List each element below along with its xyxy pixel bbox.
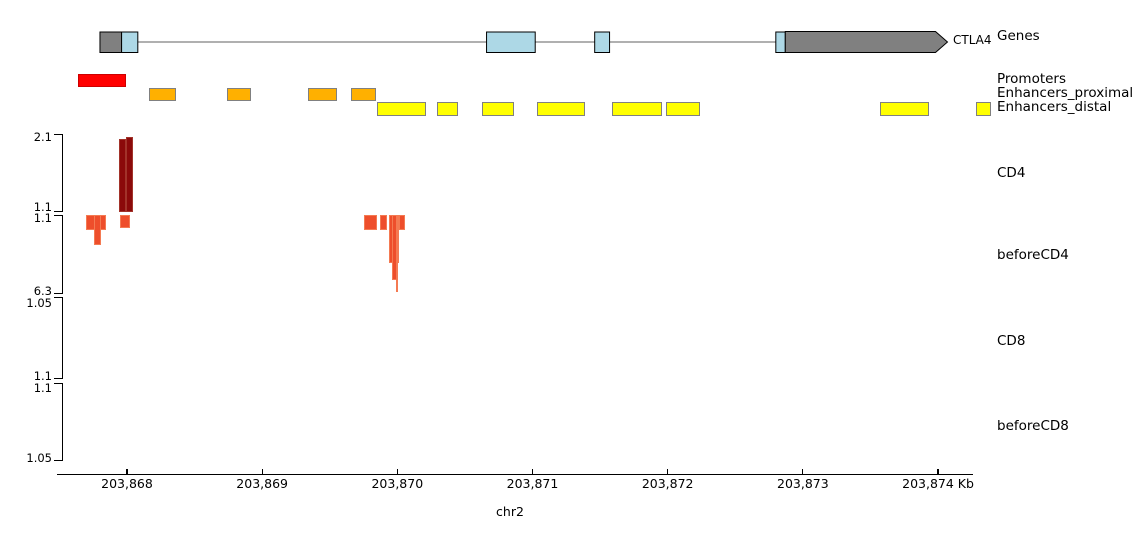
beforecd4-y-axis-line	[62, 214, 64, 294]
x-axis-tick	[531, 469, 534, 474]
cd4-y-axis-bottom-tick	[54, 211, 63, 213]
beforecd8-ymin-label: 1.05	[26, 451, 52, 465]
x-axis-tick	[396, 469, 398, 474]
beforecd4-signal-bar	[119, 214, 130, 229]
cd4-ymin-label: 1.1	[33, 200, 52, 214]
gene-exon-utr	[594, 31, 611, 53]
enhancers_proximal-interval	[227, 88, 252, 101]
x-axis-tick-label: 203,870	[371, 476, 424, 491]
beforecd4-y-axis-top-tick	[54, 214, 63, 216]
track-label-cd4: CD4	[997, 165, 1026, 181]
enhancers_proximal-interval	[308, 88, 337, 101]
genes-track	[99, 31, 949, 53]
cd4-y-axis-line	[62, 134, 64, 212]
beforecd4-signal-bar	[380, 214, 387, 230]
beforecd8-ymax-label: 1.1	[33, 381, 52, 395]
gene-exon-cds	[99, 31, 123, 53]
beforecd4-ymin-label: 1.1	[33, 211, 52, 225]
x-axis-tick-label: 203,874 Kb	[902, 476, 974, 491]
cd4-signal-bar	[119, 139, 127, 212]
beforecd4-signal-bar	[93, 214, 102, 246]
x-axis-tick	[802, 469, 804, 474]
cd8-ymax-label: 1.1	[33, 369, 52, 383]
enhancers_distal-interval	[612, 102, 663, 116]
track-label-promoters: Promoters	[997, 71, 1067, 87]
gene-exon-utr	[775, 31, 786, 53]
x-axis-tick-label: 203,868	[101, 476, 153, 491]
track-label-enhancers-proximal: Enhancers_proximal	[997, 85, 1133, 101]
gene-exon-arrow	[784, 31, 949, 53]
track-label-genes: Genes	[997, 28, 1040, 44]
x-axis-tick-label: 203,869	[236, 476, 289, 491]
beforecd4-signal-bar	[395, 214, 398, 293]
x-axis-title: chr2	[496, 504, 524, 519]
beforecd4-ymax-label: 6.3	[33, 284, 52, 298]
enhancers_distal-interval	[436, 102, 459, 116]
beforecd4-signal-bar	[398, 214, 405, 230]
x-axis-tick-label: 203,873	[776, 476, 829, 491]
enhancers_proximal-interval	[351, 88, 376, 101]
promoters-interval	[78, 74, 126, 87]
enhancers_distal-interval	[377, 102, 426, 116]
beforecd4-signal-bar	[363, 214, 378, 230]
x-axis-tick	[937, 469, 939, 474]
cd4-y-axis-top-tick	[54, 134, 63, 136]
cd8-y-axis-bottom-tick	[54, 378, 63, 380]
track-label-cd8: CD8	[997, 333, 1026, 349]
cd8-ymin-label: 1.05	[26, 296, 52, 310]
cd8-y-axis-top-tick	[54, 297, 63, 299]
enhancers_distal-interval	[666, 102, 701, 116]
track-label-beforecd8: beforeCD8	[997, 418, 1069, 434]
enhancers_distal-interval	[536, 102, 586, 116]
beforecd8-y-axis-line	[62, 383, 64, 461]
gene-name-label: CTLA4	[953, 33, 992, 47]
beforecd8-y-axis-bottom-tick	[54, 460, 63, 462]
beforecd4-y-axis-bottom-tick	[54, 293, 63, 295]
cd8-y-axis-line	[62, 297, 64, 379]
beforecd8-y-axis-top-tick	[54, 383, 63, 385]
gene-exon-utr	[121, 31, 139, 53]
enhancers_distal-interval	[975, 102, 991, 116]
enhancers_distal-interval	[482, 102, 514, 116]
gene-exon-utr	[486, 31, 536, 53]
enhancers_proximal-interval	[148, 88, 176, 101]
x-axis-tick-label: 203,871	[506, 476, 559, 491]
x-axis-tick	[261, 469, 263, 474]
x-axis-tick-label: 203,872	[641, 476, 694, 491]
x-axis-tick	[667, 469, 669, 474]
x-axis-line	[57, 474, 973, 476]
cd4-signal-bar	[126, 137, 134, 212]
enhancers_distal-interval	[879, 102, 929, 116]
track-label-enhancers-distal: Enhancers_distal	[997, 99, 1112, 115]
cd4-ymax-label: 2.1	[33, 130, 52, 144]
x-axis-tick	[126, 469, 128, 474]
track-label-beforecd4: beforeCD4	[997, 247, 1069, 263]
